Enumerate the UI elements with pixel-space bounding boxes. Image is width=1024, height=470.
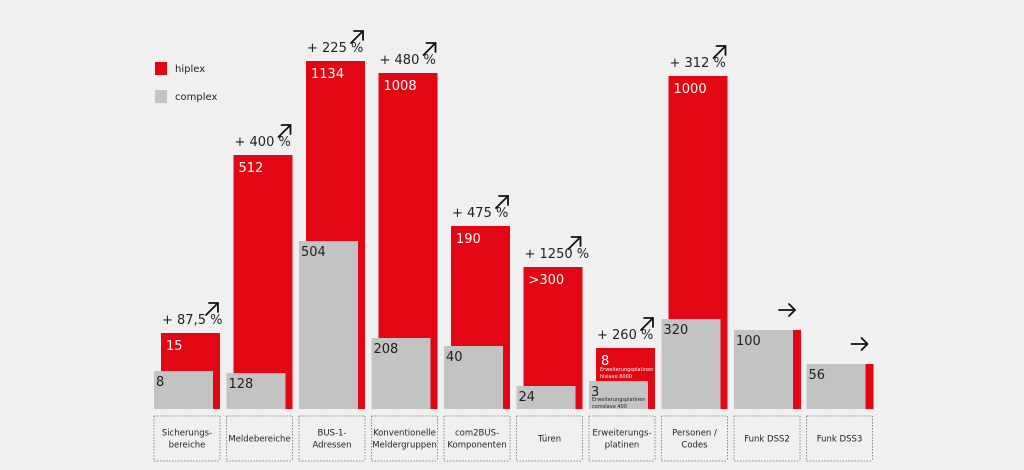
increase-label: + 225 % [307,41,363,56]
category-label: platinen [605,441,640,451]
hiplex-value-label: 1134 [311,67,344,82]
arrow-shaft [205,302,219,316]
arrow-icon [567,236,582,250]
arrow-icon [205,302,219,316]
complex-bar [516,386,576,409]
arrow-icon [495,195,509,209]
category-label: Komponenten [447,441,506,451]
arrow-head [860,337,869,351]
complex-value-label: 24 [519,390,536,405]
category-label: Personen / [672,429,717,439]
hiplex-bar [523,267,583,409]
complex-value-label: 208 [374,342,399,357]
hiplex-value-label: 1008 [384,79,417,94]
arrow-shaft [350,30,364,44]
arrow-head [643,317,654,328]
hiplex-bar [233,155,293,409]
complex-bar [299,241,358,409]
arrow-shaft [640,317,654,331]
arrow-head [353,30,364,41]
increase-label: + 1250 % [525,247,590,262]
arrow-shaft [495,195,509,209]
arrow-shaft [712,45,727,59]
hiplex-note: hislave 8000 [600,374,632,380]
category-label: bereiche [169,441,206,451]
category-label: Meldebereiche [228,435,290,445]
arrow-shaft [422,42,437,56]
hiplex-value-label: 512 [239,161,264,176]
complex-bar [734,330,793,409]
category-label: Funk DSS2 [744,435,790,445]
category-label: Codes [681,441,708,451]
complex-note: comslave 400 [592,404,627,410]
category-label: Konventionelle [373,429,436,439]
arrow-head [425,42,437,53]
arrow-head [208,302,219,313]
category-label: Adressen [312,441,351,451]
hiplex-value-label: 1000 [674,82,707,97]
arrow-icon [422,42,437,56]
arrow-icon [350,30,364,44]
complex-value-label: 504 [301,245,326,260]
category-label: com2BUS- [455,429,499,439]
hiplex-bar [865,364,874,409]
increase-label: + 312 % [670,56,726,71]
arrow-shaft [567,236,582,250]
complex-bar [444,346,503,409]
arrow-head [280,124,292,135]
increase-label: + 260 % [597,328,653,343]
complex-bar [154,371,213,409]
category-label: BUS-1- [318,429,347,439]
legend: hiplex complex [155,62,217,103]
arrow-icon [712,45,727,59]
complex-value-label: 100 [736,334,761,349]
category-label: Funk DSS3 [817,435,863,445]
complex-value-label: 56 [809,368,826,383]
hiplex-value-label: 190 [456,232,481,247]
bars [154,61,874,409]
hiplex-value-label: 15 [166,339,183,354]
category-label: Meldergruppen [372,441,437,451]
hiplex-value-label: >300 [529,273,565,288]
complex-bar [806,364,866,409]
category-label: Türen [537,435,561,445]
arrow-shaft [277,124,292,138]
legend-label-hiplex: hiplex [175,64,205,75]
complex-value-label: 128 [229,377,254,392]
hiplex-bar [793,330,801,409]
increase-label: + 480 % [380,53,436,68]
increase-label: + 400 % [235,135,291,150]
arrow-icon [640,317,654,331]
value-labels: 15 8 + 87,5 % 512 128 + 400 % 1134 504 + 225 % 10… [156,30,869,410]
complex-value-label: 40 [446,350,463,365]
arrow-icon [850,337,869,351]
legend-swatch-complex [155,90,167,103]
complex-bar [371,338,431,409]
arrow-head [570,236,582,247]
complex-bar [589,381,648,409]
category-axis: Sicherungs-bereiche Meldebereiche BUS-1- Ad… [153,415,873,462]
category-label: Sicherungs- [162,429,212,439]
complex-bar [661,319,721,409]
legend-label-complex: complex [175,92,217,103]
legend-swatch-hiplex [155,62,167,75]
arrow-icon [778,303,796,317]
arrow-icon [277,124,292,138]
increase-label: + 475 % [452,206,508,221]
arrow-head [788,303,796,317]
hiplex-note: Erweiterungsplatinen [600,367,653,373]
hiplex-value-label: 8 [601,354,609,369]
complex-value-label: 3 [591,385,599,400]
arrow-head [715,45,727,56]
complex-note: Erweiterungsplatinen [592,397,645,403]
category-label: Erweiterungs- [592,429,651,439]
complex-value-label: 8 [156,375,164,390]
arrow-head [498,195,509,206]
complex-bar [226,373,286,409]
complex-value-label: 320 [664,323,689,338]
increase-label: + 87,5 % [162,313,222,328]
